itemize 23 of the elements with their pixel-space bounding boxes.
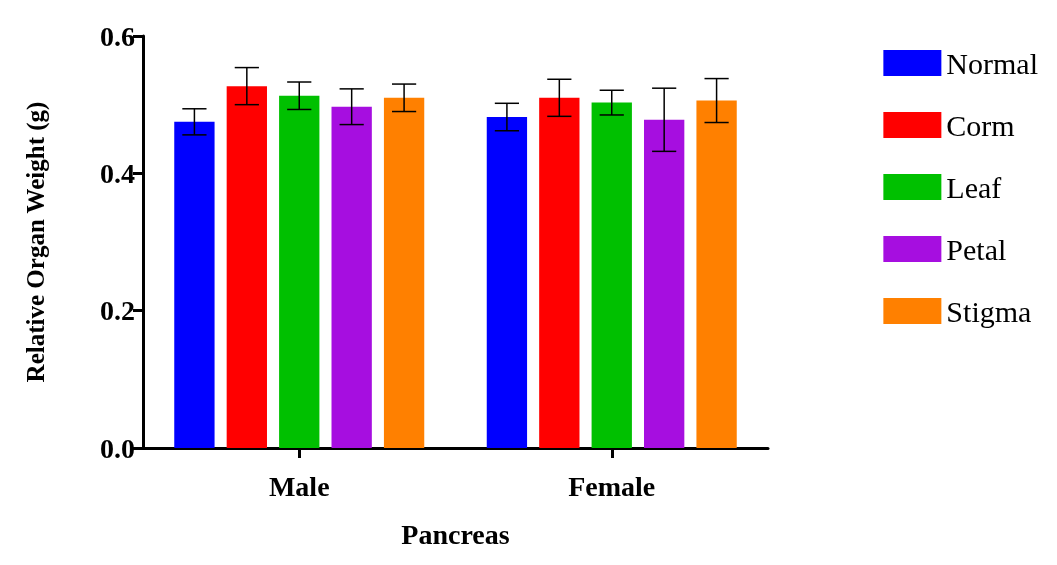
bar [331, 106, 372, 448]
x-tick-label: Female [568, 470, 656, 502]
bar [696, 100, 737, 448]
bar [383, 97, 425, 448]
legend-label: Corm [946, 108, 1015, 142]
x-tick-label: Male [268, 470, 330, 502]
bar [174, 121, 215, 448]
y-tick-label: 0.6 [100, 20, 135, 52]
y-tick-label: 0.4 [100, 157, 135, 189]
legend-label: Leaf [946, 170, 1002, 204]
bar [591, 102, 632, 448]
legend-label: Normal [946, 46, 1038, 80]
bar [226, 86, 267, 448]
bar [539, 97, 580, 448]
x-axis-title: Pancreas [401, 518, 510, 550]
y-tick-label: 0.0 [100, 432, 135, 464]
legend-label: Petal [946, 232, 1007, 266]
bar [486, 117, 528, 448]
y-axis-title: Relative Organ Weight (g) [22, 101, 50, 383]
legend-label: Stigma [946, 294, 1032, 328]
bar [644, 119, 685, 448]
bar [279, 95, 320, 448]
y-tick-label: 0.2 [100, 295, 135, 327]
